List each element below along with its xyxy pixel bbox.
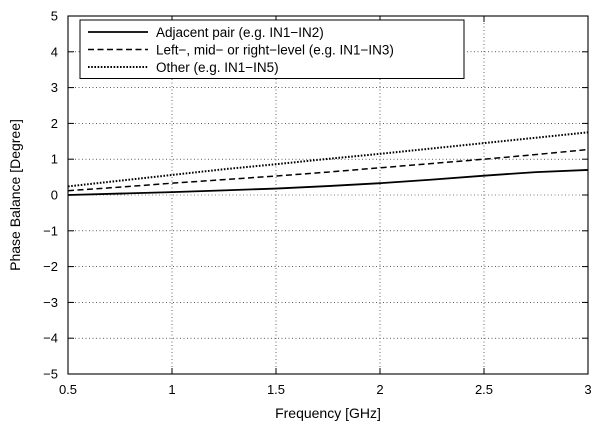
y-tick-label: 3 [51,80,58,95]
x-tick-label: 0.5 [59,382,77,397]
y-tick-label: 1 [51,152,58,167]
series-line-2 [67,148,589,192]
x-tick-label: 1.5 [267,382,285,397]
x-axis-title: Frequency [GHz] [275,405,381,421]
y-tick-labels: −5 −4 −3 −2 −1 0 1 2 3 4 5 [43,9,58,382]
x-tick-label: 2 [376,382,383,397]
legend: Adjacent pair (e.g. IN1−IN2) Left−, mid− … [79,19,465,79]
y-tick-label: −3 [43,295,58,310]
legend-label-1: Adjacent pair (e.g. IN1−IN2) [156,25,324,40]
axis-ticks [67,15,589,375]
legend-label-3: Other (e.g. IN1−IN5) [156,60,279,75]
series-line-1 [67,169,589,196]
x-tick-label: 3 [584,382,591,397]
y-tick-label: 5 [51,9,58,24]
x-tick-label: 2.5 [475,382,493,397]
y-tick-label: −1 [43,223,58,238]
y-tick-label: 4 [51,44,58,59]
legend-label-2: Left−, mid− or right−level (e.g. IN1−IN3… [156,42,394,57]
series-lines [67,131,589,196]
x-tick-labels: 0.5 1 1.5 2 2.5 3 [59,382,592,397]
x-tick-label: 1 [168,382,175,397]
y-tick-label: −5 [43,367,58,382]
legend-box [79,19,465,79]
y-tick-label: −4 [43,331,58,346]
y-tick-label: 0 [51,188,58,203]
y-tick-label: −2 [43,259,58,274]
y-tick-label: 2 [51,116,58,131]
series-line-3 [67,131,589,188]
y-axis-title: Phase Balance [Degree] [7,119,23,271]
